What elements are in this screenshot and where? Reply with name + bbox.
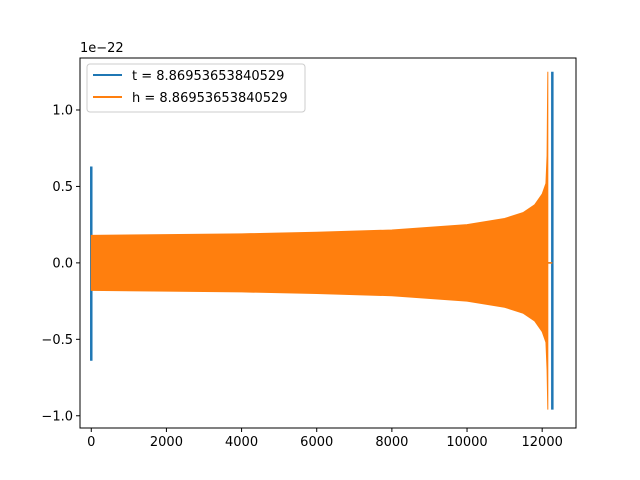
legend-box (86, 63, 306, 113)
y-tick-label: −1.0 (41, 409, 73, 424)
y-tick-label: −0.5 (41, 333, 73, 348)
legend-label-h: h = 8.86953653840529 (132, 91, 288, 106)
x-tick-label: 12000 (522, 435, 563, 450)
y-offset-text: 1e−22 (80, 41, 124, 56)
x-tick-label: 10000 (446, 435, 487, 450)
legend-label-t: t = 8.86953653840529 (132, 69, 284, 84)
x-tick-label: 0 (87, 435, 95, 450)
x-tick-label: 6000 (300, 435, 333, 450)
x-axis: 0 2000 4000 6000 8000 10000 12000 (87, 428, 563, 450)
legend: t = 8.86953653840529 h = 8.8695365384052… (86, 63, 306, 113)
axes-frame (79, 57, 577, 429)
series-h-envelope (90, 71, 549, 410)
series-layer (90, 71, 554, 410)
y-tick-label: 1.0 (52, 103, 73, 118)
y-tick-label: 0.5 (52, 180, 73, 195)
y-axis: −1.0 −0.5 0.0 0.5 1.0 (41, 103, 80, 424)
x-tick-label: 2000 (150, 435, 183, 450)
x-tick-label: 8000 (375, 435, 408, 450)
x-tick-label: 4000 (225, 435, 258, 450)
y-tick-label: 0.0 (52, 256, 73, 271)
